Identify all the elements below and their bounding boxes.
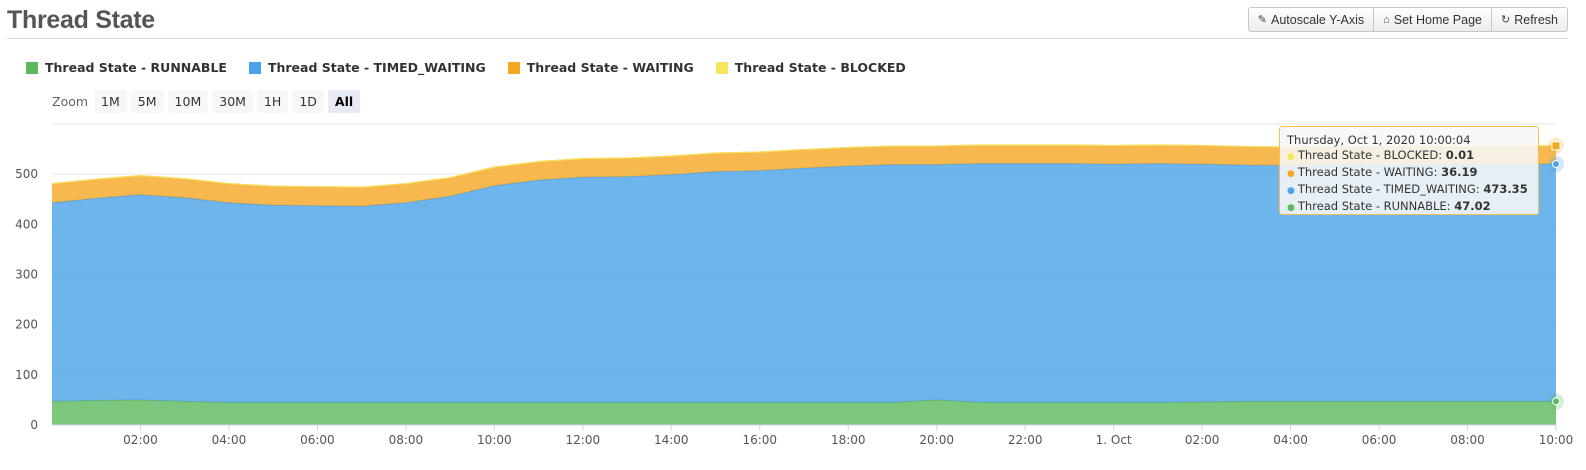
x-tick-label: 04:00 [1273, 433, 1308, 447]
toolbar: ✎ Autoscale Y-Axis ⌂ Set Home Page ↻ Ref… [1247, 7, 1568, 32]
set-home-page-label: Set Home Page [1393, 12, 1482, 27]
zoom-label: Zoom [52, 94, 89, 109]
x-tick-label: 10:00 [1539, 433, 1574, 447]
legend-item-waiting[interactable]: Thread State - WAITING [507, 60, 694, 75]
x-tick-label: 08:00 [1450, 433, 1485, 447]
tooltip-dot-waiting: ● [1287, 169, 1295, 179]
y-tick-label: 100 [15, 368, 38, 382]
legend-label-timed-waiting: Thread State - TIMED_WAITING [267, 60, 486, 75]
x-tick-label: 06:00 [1362, 433, 1397, 447]
hover-marker [1552, 159, 1560, 168]
x-tick-label: 02:00 [1185, 433, 1220, 447]
zoom-all-button[interactable]: All [327, 90, 361, 113]
legend-label-runnable: Thread State - RUNNABLE [45, 60, 227, 75]
zoom-1m-button[interactable]: 1M [94, 90, 127, 113]
tooltip-name-blocked: Thread State - BLOCKED [1297, 148, 1439, 162]
legend-item-blocked[interactable]: Thread State - BLOCKED [715, 60, 906, 75]
refresh-button[interactable]: ↻ Refresh [1491, 7, 1568, 32]
home-icon: ⌂ [1383, 13, 1390, 26]
x-tick-label: 16:00 [742, 433, 777, 447]
autoscale-y-axis-button[interactable]: ✎ Autoscale Y-Axis [1247, 7, 1375, 32]
x-tick-label: 20:00 [919, 433, 954, 447]
x-tick-label: 18:00 [831, 433, 866, 447]
x-tick-label: 12:00 [566, 433, 601, 447]
legend-swatch-blocked [715, 61, 728, 74]
chart-legend: Thread State - RUNNABLE Thread State - T… [26, 60, 928, 75]
tooltip-date: Thursday, Oct 1, 2020 10:00:04 [1287, 133, 1471, 147]
tooltip-dot-timed-waiting: ● [1287, 186, 1295, 196]
x-tick-label: 04:00 [212, 433, 247, 447]
zoom-10m-button[interactable]: 10M [167, 90, 209, 113]
x-tick-label: 08:00 [389, 433, 424, 447]
tooltip-row-timed-waiting: ● Thread State - TIMED_WAITING: 473.35 [1287, 182, 1528, 196]
x-tick-label: 14:00 [654, 433, 689, 447]
zoom-1h-button[interactable]: 1H [256, 90, 289, 113]
tooltip-value-waiting: 36.19 [1441, 165, 1478, 179]
chart-tooltip: Thursday, Oct 1, 2020 10:00:04 ● Thread S… [1279, 126, 1539, 215]
legend-label-blocked: Thread State - BLOCKED [734, 60, 906, 75]
x-tick-label: 10:00 [477, 433, 512, 447]
zoom-5m-button[interactable]: 5M [130, 90, 164, 113]
tooltip-row-runnable: ● Thread State - RUNNABLE: 47.02 [1287, 199, 1491, 213]
zoom-selector: Zoom 1M 5M 10M 30M 1H 1D All [52, 90, 364, 113]
tooltip-name-runnable: Thread State - RUNNABLE [1297, 199, 1447, 213]
title-divider [7, 38, 1568, 39]
x-tick-label: 1. Oct [1096, 433, 1132, 447]
y-tick-label: 0 [30, 418, 38, 432]
tooltip-row-waiting: ● Thread State - WAITING: 36.19 [1287, 165, 1478, 179]
legend-label-waiting: Thread State - WAITING [526, 60, 694, 75]
tooltip-dot-runnable: ● [1287, 203, 1295, 213]
autoscale-y-axis-label: Autoscale Y-Axis [1270, 12, 1365, 27]
tooltip-name-waiting: Thread State - WAITING [1297, 165, 1434, 179]
area-timed-waiting [52, 163, 1556, 403]
tooltip-name-timed-waiting: Thread State - TIMED_WAITING [1297, 182, 1476, 196]
y-tick-label: 300 [15, 268, 38, 282]
x-tick-label: 22:00 [1008, 433, 1043, 447]
zoom-1d-button[interactable]: 1D [292, 90, 324, 113]
tooltip-row-blocked: ● Thread State - BLOCKED: 0.01 [1287, 148, 1475, 162]
tooltip-dot-blocked: ● [1287, 152, 1295, 162]
legend-item-timed-waiting[interactable]: Thread State - TIMED_WAITING [248, 60, 486, 75]
set-home-page-button[interactable]: ⌂ Set Home Page [1373, 7, 1492, 32]
legend-swatch-runnable [26, 61, 38, 74]
zoom-30m-button[interactable]: 30M [212, 90, 253, 113]
legend-swatch-waiting [507, 61, 520, 74]
refresh-icon: ↻ [1501, 14, 1511, 26]
area-runnable [52, 399, 1556, 425]
area-waiting [52, 145, 1556, 207]
hover-marker [1552, 397, 1560, 406]
y-tick-label: 400 [15, 217, 38, 231]
wrench-icon: ✎ [1257, 14, 1267, 26]
tooltip-value-runnable: 47.02 [1454, 199, 1491, 213]
tooltip-value-timed-waiting: 473.35 [1483, 182, 1528, 196]
tooltip-value-blocked: 0.01 [1445, 148, 1475, 162]
refresh-label: Refresh [1514, 12, 1558, 27]
hover-marker-blocked [1551, 141, 1561, 151]
y-tick-label: 500 [15, 167, 38, 181]
page-title: Thread State [7, 6, 155, 34]
x-tick-label: 02:00 [123, 433, 158, 447]
x-tick-label: 06:00 [300, 433, 335, 447]
y-tick-label: 200 [15, 318, 38, 332]
legend-item-runnable[interactable]: Thread State - RUNNABLE [26, 60, 227, 75]
legend-swatch-timed-waiting [248, 61, 261, 74]
